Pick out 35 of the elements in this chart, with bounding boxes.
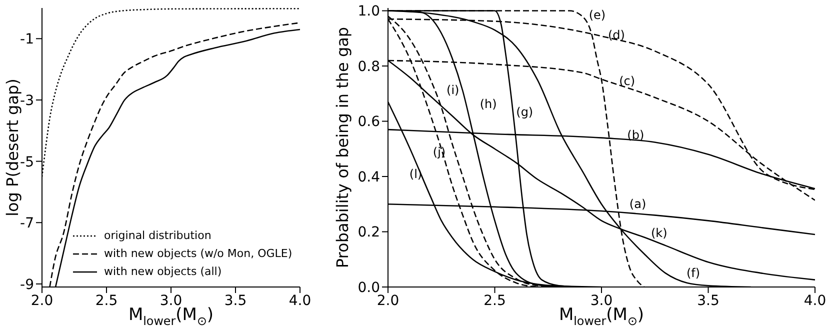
x-tick-label: 4.0 xyxy=(288,292,312,309)
y-tick-label: -5 xyxy=(20,154,34,170)
annotation: (h) xyxy=(480,96,497,111)
y-tick-label: 0.4 xyxy=(358,169,380,186)
annotation: (d) xyxy=(608,28,625,42)
x-axis-title: M$_{lower}$(M$_{⊙}$) xyxy=(128,305,214,328)
annotation: (a) xyxy=(629,197,646,212)
annotation: (g) xyxy=(516,105,534,120)
legend-label: original distribution xyxy=(104,228,212,244)
y-tick-label: 0.2 xyxy=(358,224,380,241)
x-axis-title: M$_{lower}$(M$_{⊙}$) xyxy=(558,305,644,328)
x-tick-label: 2.5 xyxy=(95,292,118,309)
annotation: (c) xyxy=(619,74,636,88)
annotation: (f) xyxy=(686,266,700,280)
y-tick-label: -9 xyxy=(20,276,34,293)
y-axis-title: log P(desert gap) xyxy=(2,78,22,216)
y-tick-label: -7 xyxy=(20,216,34,232)
x-tick-label: 2.5 xyxy=(484,292,506,309)
y-tick-label: -1 xyxy=(20,32,34,48)
x-tick-label: 4.0 xyxy=(804,292,826,309)
y-tick-label: 0.8 xyxy=(358,58,380,75)
legend-label: with new objects (all) xyxy=(104,264,222,280)
x-tick-label: 3.5 xyxy=(697,292,720,309)
annotation: (j) xyxy=(432,144,446,159)
annotation: (i) xyxy=(446,83,460,98)
annotation: (e) xyxy=(588,8,606,22)
y-tick-label: 1.0 xyxy=(358,4,380,20)
annotation: (k) xyxy=(650,226,668,240)
y-axis-title: Probability of being in the gap xyxy=(332,26,352,268)
legend-label: with new objects (w/o Mon, OGLE) xyxy=(104,246,292,262)
annotation: (b) xyxy=(627,128,644,142)
x-tick-label: 3.5 xyxy=(224,292,247,309)
y-tick-label: -3 xyxy=(20,92,34,109)
y-tick-label: 0.6 xyxy=(358,114,380,130)
x-tick-label: 2.0 xyxy=(30,292,54,309)
